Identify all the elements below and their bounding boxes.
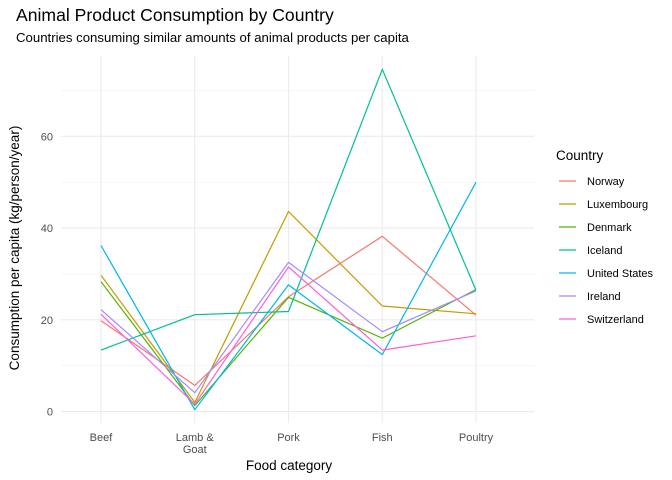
legend: Country Norway Luxembourg Denmark Iceland Un… bbox=[556, 148, 654, 326]
series-line bbox=[100, 210, 477, 403]
legend-label: Norway bbox=[587, 176, 625, 188]
x-axis-ticks: Beef Lamb & Goat Pork Fish Poultry bbox=[90, 432, 494, 456]
x-tick-label: Poultry bbox=[459, 432, 494, 444]
x-tick-label: Pork bbox=[277, 432, 300, 444]
x-tick-label: Lamb & Goat bbox=[176, 432, 215, 456]
legend-label: Luxembourg bbox=[587, 199, 648, 211]
y-tick-label: 60 bbox=[41, 131, 53, 143]
x-tick-label: Beef bbox=[90, 432, 114, 444]
series-line bbox=[100, 266, 477, 405]
y-tick-label: 40 bbox=[41, 223, 53, 235]
series-line bbox=[100, 68, 477, 351]
y-tick-label: 20 bbox=[41, 315, 53, 327]
chart-title: Animal Product Consumption by Country bbox=[16, 5, 334, 25]
series-line bbox=[100, 181, 477, 411]
chart-subtitle: Countries consuming similar amounts of a… bbox=[16, 30, 410, 45]
x-tick-label: Fish bbox=[372, 432, 393, 444]
legend-label: Ireland bbox=[587, 291, 621, 303]
grid bbox=[61, 56, 534, 423]
legend-title: Country bbox=[556, 148, 604, 163]
y-axis-title: Consumption per capita (kg/person/year) bbox=[7, 126, 22, 371]
y-tick-label: 0 bbox=[47, 407, 53, 419]
series-lines bbox=[100, 68, 477, 411]
y-axis-ticks: 0 20 40 60 bbox=[41, 131, 53, 418]
legend-label: Switzerland bbox=[587, 314, 644, 326]
legend-label: Denmark bbox=[587, 222, 632, 234]
series-line bbox=[100, 261, 477, 394]
legend-label: United States bbox=[587, 268, 654, 280]
x-axis-title: Food category bbox=[246, 458, 333, 473]
legend-label: Iceland bbox=[587, 245, 622, 257]
